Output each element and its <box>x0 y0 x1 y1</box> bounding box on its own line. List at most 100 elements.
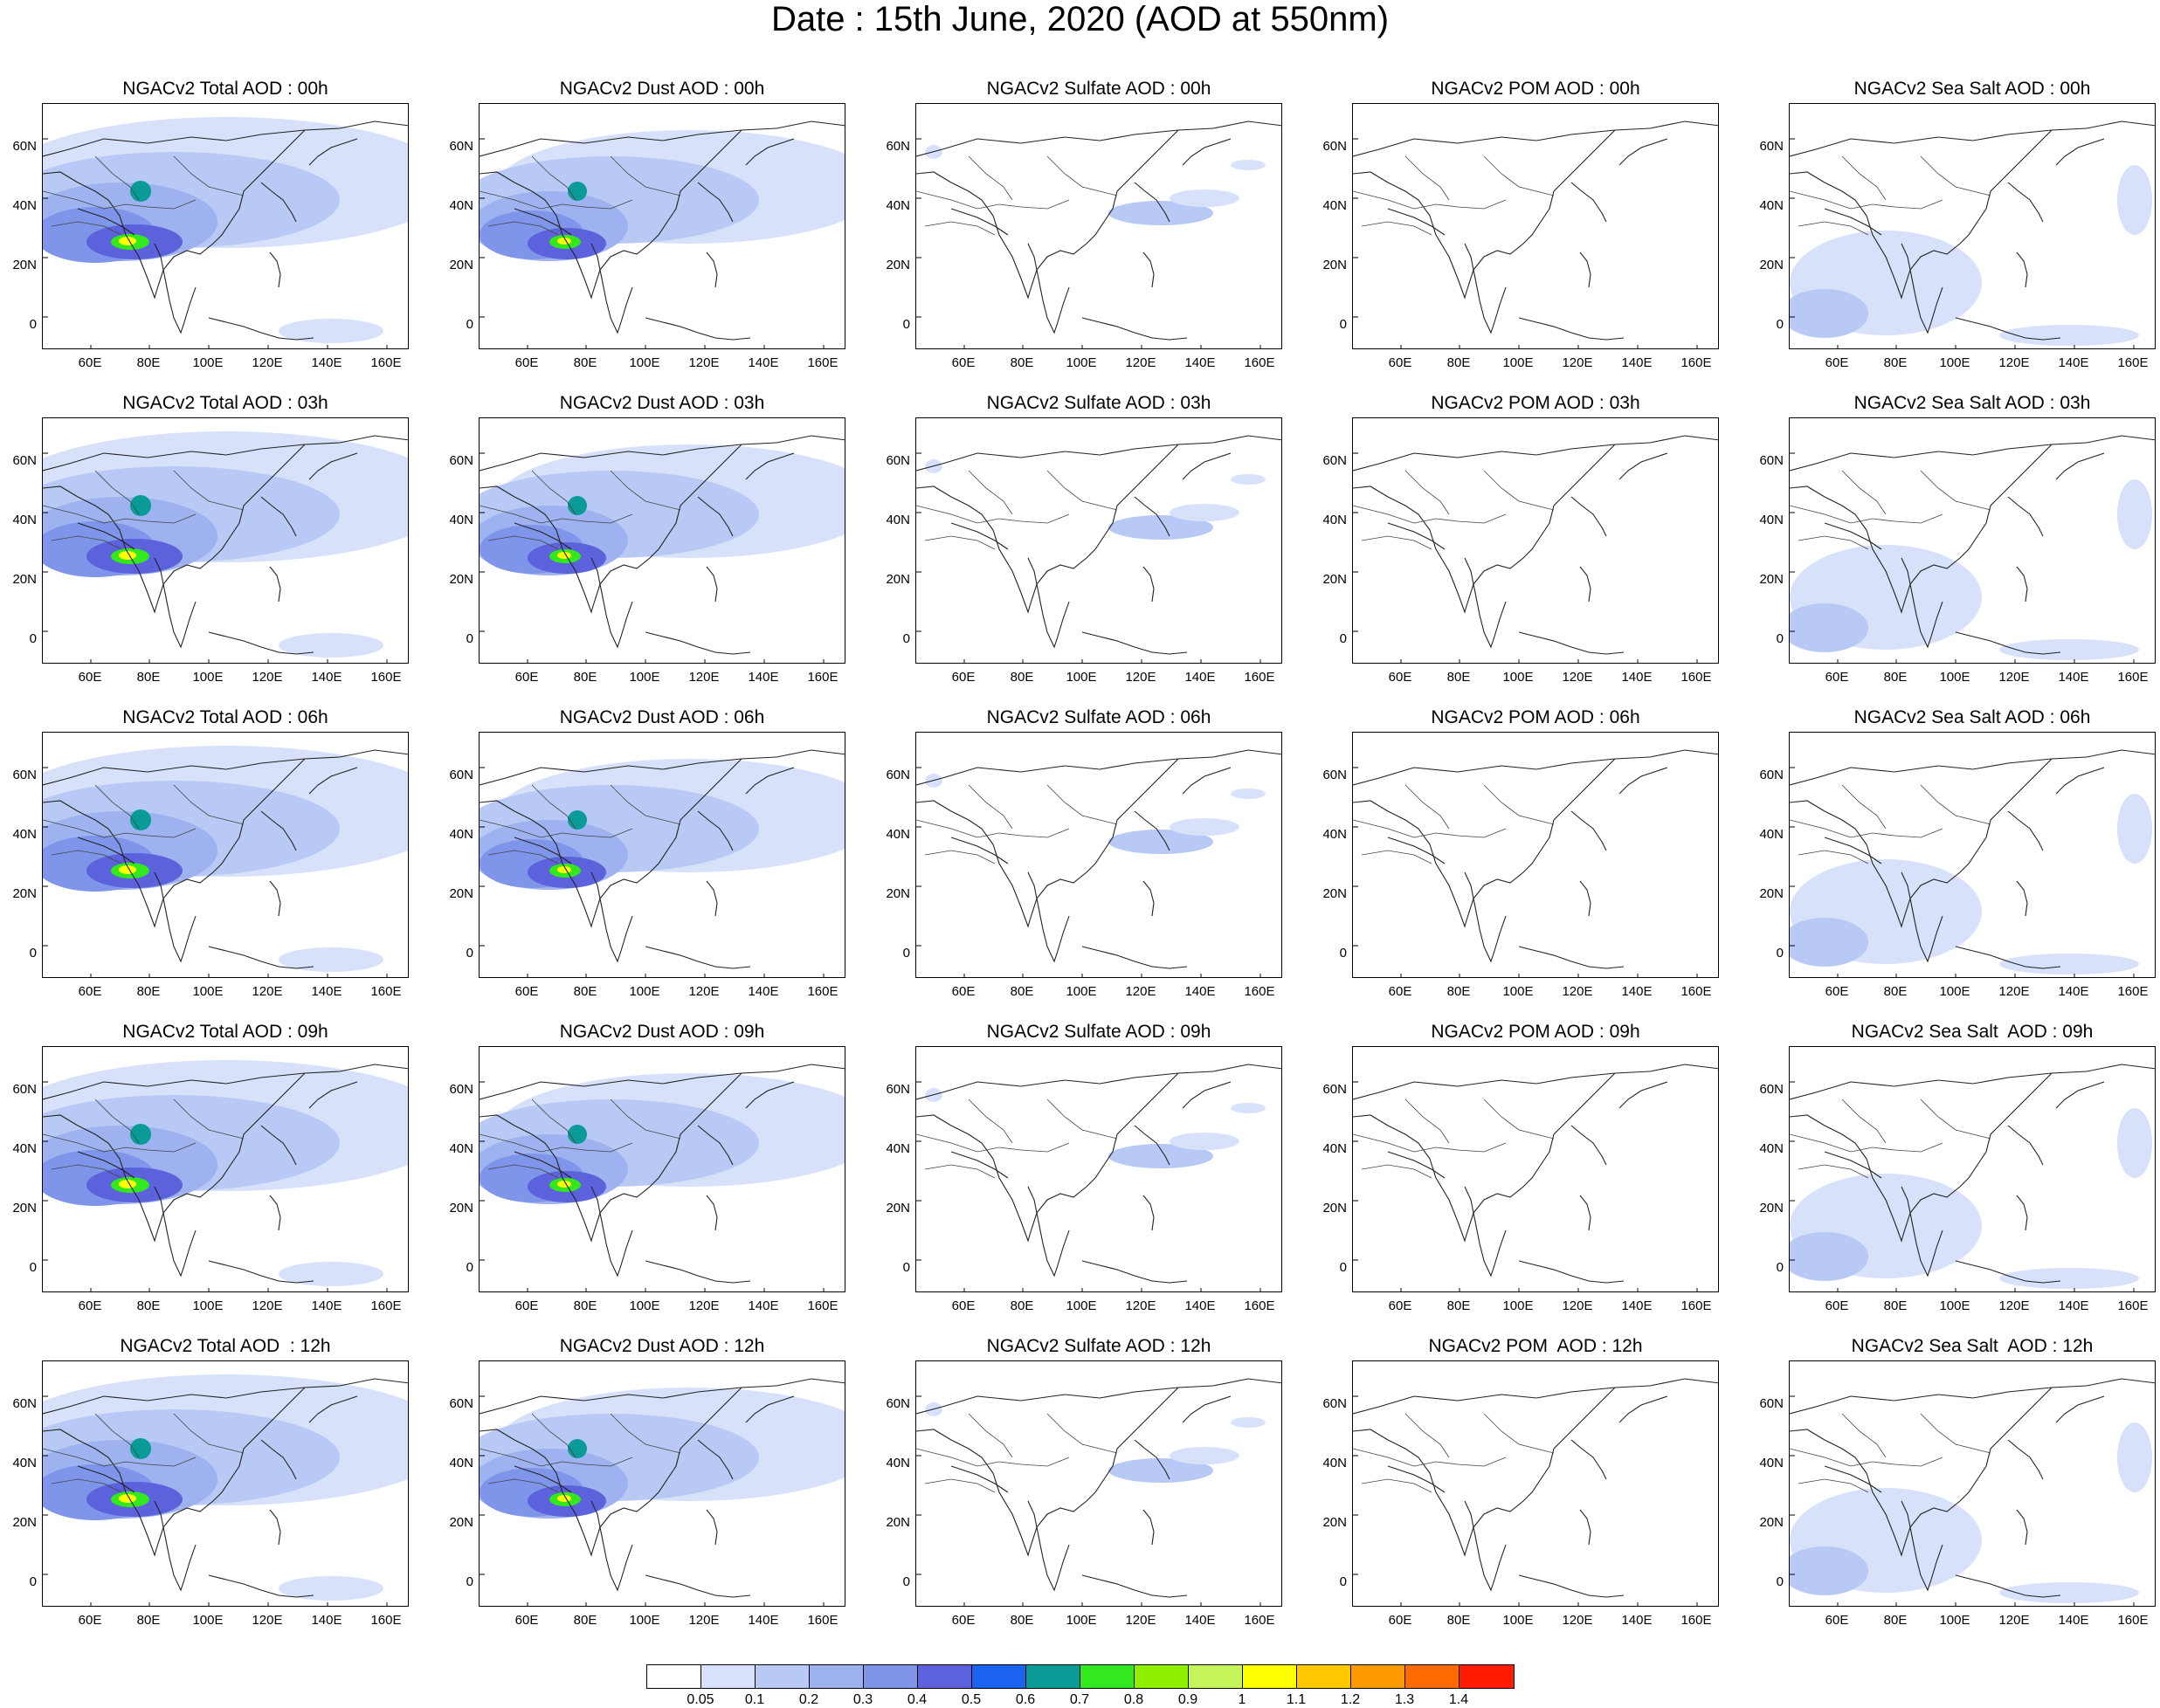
map-panel-dust-06h: NGACv2 Dust AOD : 06h 60N 40N 20N 0 60E 80E 100… <box>444 707 845 1004</box>
colorbar-swatch <box>1189 1665 1243 1688</box>
colorbar-label: 1 <box>1238 1692 1246 1707</box>
coastlines <box>1353 435 1718 655</box>
panel-title: NGACv2 Dust AOD : 06h <box>559 707 765 727</box>
peak-aod-region <box>119 1494 136 1503</box>
lon-tick-label: 60E <box>1825 1613 1849 1628</box>
coastline <box>1387 208 1446 236</box>
coastline <box>269 880 281 917</box>
map-panel-dust-00h: NGACv2 Dust AOD : 00h 60N 40N 20N 0 60E 80E 100… <box>444 79 845 375</box>
coastline <box>480 749 845 786</box>
panel-title: NGACv2 Total AOD : 00h <box>122 79 328 99</box>
lon-tick-label: 140E <box>2058 670 2089 685</box>
map-canvas <box>43 1060 408 1291</box>
sulfate-spot <box>1231 474 1266 485</box>
lat-tick-label: 40N <box>1322 1141 1347 1156</box>
sea-salt-region <box>1999 639 2139 660</box>
map-frame <box>42 1046 409 1292</box>
country-border <box>43 505 197 524</box>
coastlines <box>43 435 408 655</box>
country-border <box>1841 1413 1887 1458</box>
coastline <box>745 767 795 795</box>
coastlines <box>1790 1378 2155 1598</box>
panel-title: NGACv2 Total AOD : 06h <box>122 707 328 727</box>
country-border <box>51 221 122 236</box>
lon-tick-label: 80E <box>1010 355 1034 370</box>
sea-salt-region <box>2117 479 2152 549</box>
country-border <box>1790 505 1943 524</box>
lat-tick-label: 40N <box>1759 1456 1784 1470</box>
country-borders <box>1353 784 1555 864</box>
coastline <box>916 435 1281 472</box>
lat-tick-label: 0 <box>902 1574 910 1589</box>
lon-tick-label: 60E <box>514 355 539 370</box>
coastline <box>1353 1378 1718 1415</box>
lat-tick-label: 0 <box>1339 1260 1347 1275</box>
map-panel-total-00h: NGACv2 Total AOD : 00h 60N 40N 20N 0 60E 80E 10… <box>7 79 409 375</box>
map-canvas <box>1790 1378 2155 1606</box>
lat-tick-label: 0 <box>29 1574 37 1589</box>
map-frame <box>1352 417 1719 664</box>
coastline <box>1579 880 1591 917</box>
map-panel-sulfate-00h: NGACv2 Sulfate AOD : 00h 60N 40N 20N 0 60E 80E… <box>880 79 1282 375</box>
colorbar-label: 0.5 <box>961 1692 982 1707</box>
lat-tick-label: 20N <box>449 1201 473 1216</box>
lon-tick-label: 160E <box>1244 670 1275 685</box>
lon-tick-label: 160E <box>1680 355 1712 370</box>
coastline <box>43 129 306 300</box>
lat-tick-label: 60N <box>1759 139 1784 154</box>
lat-tick-label: 20N <box>1759 1515 1784 1530</box>
sea-salt-region <box>1999 954 2139 975</box>
lon-tick-label: 160E <box>807 670 838 685</box>
lon-tick-label: 140E <box>1184 1613 1216 1628</box>
coastline <box>77 522 135 550</box>
lat-tick-label: 20N <box>886 258 910 272</box>
country-border <box>924 850 996 864</box>
lat-tick-label: 60N <box>1322 453 1347 468</box>
coastlines <box>480 435 845 655</box>
map-panel-sulfate-06h: NGACv2 Sulfate AOD : 06h 60N 40N 20N 0 60E 80E… <box>880 707 1282 1004</box>
coastline <box>1790 1072 2053 1243</box>
lon-tick-label: 120E <box>1998 1613 2030 1628</box>
lon-tick-label: 100E <box>1939 1298 1970 1313</box>
lon-tick-label: 80E <box>1446 670 1471 685</box>
lon-tick-label: 120E <box>1125 984 1156 999</box>
lat-tick-label: 0 <box>902 1260 910 1275</box>
lat-tick-label: 20N <box>449 1515 473 1530</box>
map-panel-pom-12h: NGACv2 POM AOD : 12h 60N 40N 20N 0 60E 80E 100E… <box>1317 1336 1719 1633</box>
country-border <box>924 1478 996 1493</box>
country-border <box>610 470 681 511</box>
lon-tick-label: 60E <box>78 355 102 370</box>
lon-tick-label: 120E <box>688 355 720 370</box>
coastline <box>480 121 845 157</box>
lat-tick-label: 60N <box>12 1396 37 1411</box>
coastlines <box>43 1378 408 1598</box>
map-canvas <box>480 1378 845 1606</box>
coastlines <box>916 1064 1281 1284</box>
country-border <box>480 1448 633 1467</box>
country-border <box>610 155 681 196</box>
coastlines <box>43 1064 408 1284</box>
lon-tick-label: 100E <box>192 670 224 685</box>
map-panel-grid: NGACv2 Total AOD : 00h 60N 40N 20N 0 60E 80E 10… <box>7 79 2156 1633</box>
lon-tick-label: 160E <box>2117 1613 2149 1628</box>
coastline <box>645 946 751 969</box>
colorbar-swatch <box>647 1665 701 1688</box>
coastline <box>43 121 408 157</box>
map-canvas <box>480 749 845 977</box>
panel-title: NGACv2 POM AOD : 12h <box>1428 1336 1643 1356</box>
lat-tick-label: 60N <box>449 768 473 782</box>
lat-tick-label: 0 <box>1339 1574 1347 1589</box>
lon-tick-label: 100E <box>1502 1613 1534 1628</box>
coastline <box>645 1574 751 1598</box>
country-border <box>1353 505 1507 524</box>
country-border <box>531 1413 576 1458</box>
colorbar-label: 0.9 <box>1177 1692 1198 1707</box>
lat-tick-label: 60N <box>886 1082 910 1097</box>
coastline <box>1142 1195 1155 1231</box>
map-canvas <box>43 431 408 663</box>
coastline <box>208 631 314 655</box>
coastlines <box>1790 749 2155 969</box>
colorbar-label: 1.2 <box>1340 1692 1361 1707</box>
country-border <box>1790 1448 1943 1467</box>
coastline <box>1579 1195 1591 1231</box>
